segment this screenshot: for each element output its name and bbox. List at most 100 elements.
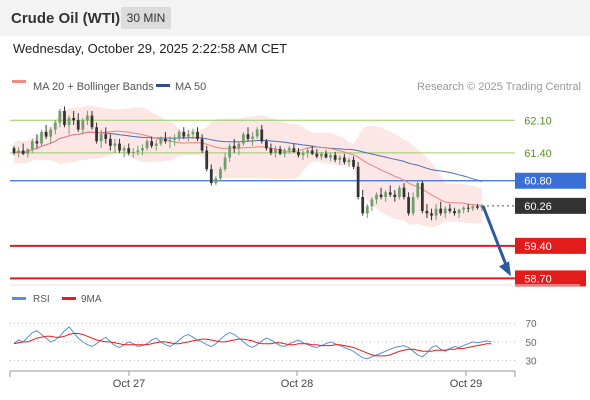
candle-body bbox=[72, 117, 76, 121]
support-label: 59.40 bbox=[524, 241, 552, 253]
candle-body bbox=[466, 207, 470, 209]
candle bbox=[320, 151, 323, 160]
candle-body bbox=[324, 153, 328, 158]
resistance-label: 62.10 bbox=[524, 115, 552, 127]
candle bbox=[63, 106, 66, 128]
candle-body bbox=[95, 127, 98, 142]
candle-body bbox=[196, 131, 199, 139]
rsi-legend-swatch bbox=[12, 297, 26, 300]
candle bbox=[237, 141, 241, 156]
rsi-ma-legend-label: 9MA bbox=[81, 294, 102, 305]
candle bbox=[21, 143, 25, 156]
candle bbox=[352, 156, 355, 170]
candle-body bbox=[159, 138, 163, 144]
candle bbox=[274, 145, 277, 158]
candle-body bbox=[40, 131, 43, 144]
candle bbox=[306, 148, 310, 158]
candle bbox=[476, 204, 479, 210]
rsi-ma-legend-swatch bbox=[62, 297, 76, 300]
candle-body bbox=[292, 148, 296, 152]
timeframe-button[interactable]: 30 MIN bbox=[121, 7, 171, 29]
candle-body bbox=[310, 150, 314, 154]
candle-body bbox=[67, 117, 71, 125]
candle bbox=[168, 136, 172, 149]
candle bbox=[145, 138, 149, 151]
candle-body bbox=[462, 207, 466, 210]
candle-body bbox=[104, 134, 108, 139]
candle bbox=[49, 127, 53, 144]
candle bbox=[434, 204, 438, 221]
time-axis: Oct 27 Oct 28 Oct 29 bbox=[9, 370, 516, 390]
candle bbox=[251, 131, 254, 146]
ma20-legend-swatch bbox=[12, 80, 26, 83]
candle bbox=[260, 124, 264, 144]
candle-body bbox=[200, 138, 204, 151]
candle bbox=[361, 190, 365, 216]
x-tick-label: Oct 29 bbox=[450, 378, 482, 390]
candle bbox=[425, 204, 429, 218]
pivot-label-box bbox=[515, 172, 586, 189]
candle-body bbox=[99, 134, 103, 142]
candle-body bbox=[49, 129, 53, 137]
candle bbox=[127, 143, 131, 156]
candle bbox=[365, 204, 369, 218]
forecast-arrow-shaft bbox=[481, 205, 509, 268]
ma50-legend-swatch bbox=[156, 84, 170, 87]
candle bbox=[95, 122, 98, 144]
candle-body bbox=[81, 120, 85, 130]
candle-body bbox=[379, 194, 383, 198]
candle bbox=[255, 127, 259, 139]
candle-body bbox=[90, 115, 94, 128]
candle-body bbox=[338, 157, 342, 160]
candle bbox=[356, 162, 360, 200]
candle-body bbox=[26, 149, 30, 154]
candle bbox=[44, 124, 48, 139]
candle bbox=[173, 134, 176, 146]
candle bbox=[67, 115, 71, 135]
candle-body bbox=[420, 183, 424, 211]
rsi-tick-label: 30 bbox=[525, 357, 537, 368]
candle bbox=[76, 113, 80, 132]
candle bbox=[283, 148, 287, 158]
candle-body bbox=[35, 141, 39, 144]
price-levels bbox=[10, 119, 515, 280]
candle bbox=[40, 129, 43, 146]
candle bbox=[453, 207, 456, 216]
candle-body bbox=[108, 138, 112, 146]
candle bbox=[457, 208, 461, 218]
instrument-title: Crude Oil (WTI) bbox=[11, 10, 121, 27]
candle bbox=[191, 128, 195, 139]
candle bbox=[122, 145, 126, 158]
candle-body bbox=[375, 194, 378, 200]
candle-body bbox=[30, 141, 34, 150]
rsi-panel: 70 50 30 bbox=[10, 319, 537, 368]
x-tick-label: Oct 27 bbox=[113, 378, 145, 390]
candle-body bbox=[17, 150, 20, 153]
copyright-label: Research © 2025 Trading Central bbox=[417, 81, 581, 93]
candle bbox=[90, 110, 94, 130]
candle bbox=[209, 164, 213, 186]
candle-body bbox=[76, 120, 80, 130]
candle bbox=[416, 180, 420, 200]
candle bbox=[35, 134, 39, 149]
candle bbox=[118, 138, 121, 153]
candle bbox=[347, 157, 351, 167]
candle-body bbox=[287, 148, 291, 151]
candle-body bbox=[150, 141, 154, 146]
candle bbox=[177, 129, 181, 142]
pivot-label: 60.80 bbox=[524, 176, 552, 188]
candle-body bbox=[12, 148, 16, 153]
candle bbox=[338, 155, 342, 165]
candle-body bbox=[361, 197, 365, 214]
candle bbox=[379, 187, 383, 200]
candle-body bbox=[329, 155, 332, 158]
candle bbox=[246, 127, 250, 142]
candle-body bbox=[251, 136, 254, 139]
candle-body bbox=[44, 131, 48, 137]
candle bbox=[297, 148, 300, 158]
candle-body bbox=[136, 150, 140, 152]
candle-body bbox=[443, 208, 447, 214]
candle-body bbox=[58, 110, 62, 123]
candle bbox=[462, 205, 466, 214]
candle-body bbox=[264, 141, 268, 149]
